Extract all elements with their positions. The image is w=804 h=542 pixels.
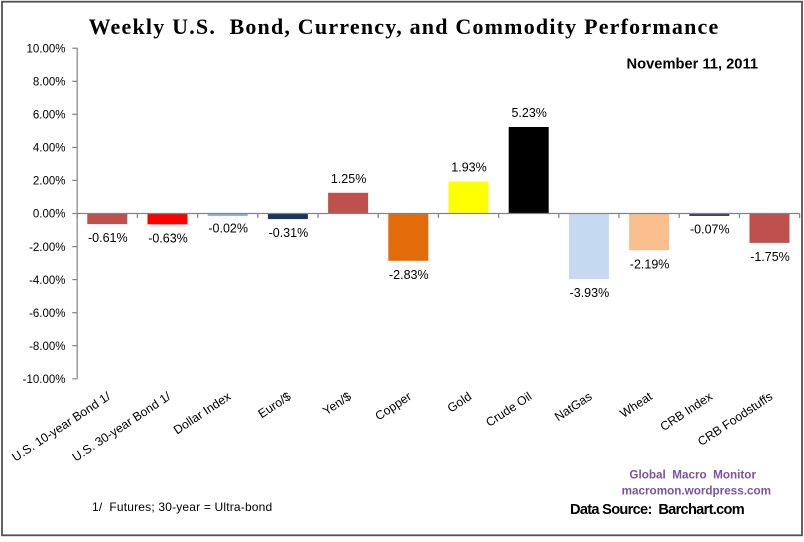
svg-text:-6.00%: -6.00% — [29, 308, 65, 320]
svg-text:Data Source: Barchart.com: Data Source: Barchart.com — [570, 502, 745, 518]
svg-text:6.00%: 6.00% — [33, 110, 66, 122]
svg-text:2.00%: 2.00% — [33, 176, 66, 188]
svg-text:-0.63%: -0.63% — [148, 232, 188, 246]
svg-text:Global Macro Monitor: Global Macro Monitor — [629, 469, 756, 482]
svg-text:-2.00%: -2.00% — [29, 242, 65, 254]
svg-text:macromon.wordpress.com: macromon.wordpress.com — [622, 485, 771, 498]
svg-text:-0.61%: -0.61% — [88, 231, 128, 245]
svg-text:-2.19%: -2.19% — [630, 257, 670, 271]
svg-text:1/ Futures; 30-year = Ultra-b: 1/ Futures; 30-year = Ultra-bond — [92, 500, 272, 514]
svg-text:1.93%: 1.93% — [451, 161, 486, 175]
svg-text:-0.07%: -0.07% — [690, 222, 730, 236]
svg-text:November 11, 2011: November 11, 2011 — [627, 57, 758, 73]
svg-text:1.25%: 1.25% — [331, 172, 366, 186]
svg-text:-8.00%: -8.00% — [29, 341, 65, 353]
svg-text:-0.02%: -0.02% — [208, 221, 248, 235]
svg-text:4.00%: 4.00% — [33, 143, 66, 155]
svg-text:-4.00%: -4.00% — [29, 275, 65, 287]
svg-text:-1.75%: -1.75% — [750, 250, 790, 264]
svg-text:-10.00%: -10.00% — [23, 374, 66, 386]
svg-text:8.00%: 8.00% — [33, 77, 66, 89]
svg-text:10.00%: 10.00% — [26, 43, 65, 55]
svg-text:-3.93%: -3.93% — [570, 286, 610, 300]
svg-text:-2.83%: -2.83% — [389, 268, 429, 282]
svg-text:0.00%: 0.00% — [33, 209, 66, 221]
svg-text:Weekly U.S. Bond, Currency, a: Weekly U.S. Bond, Currency, and Commodit… — [89, 14, 720, 39]
svg-text:-0.31%: -0.31% — [269, 226, 309, 240]
svg-text:5.23%: 5.23% — [511, 106, 546, 120]
